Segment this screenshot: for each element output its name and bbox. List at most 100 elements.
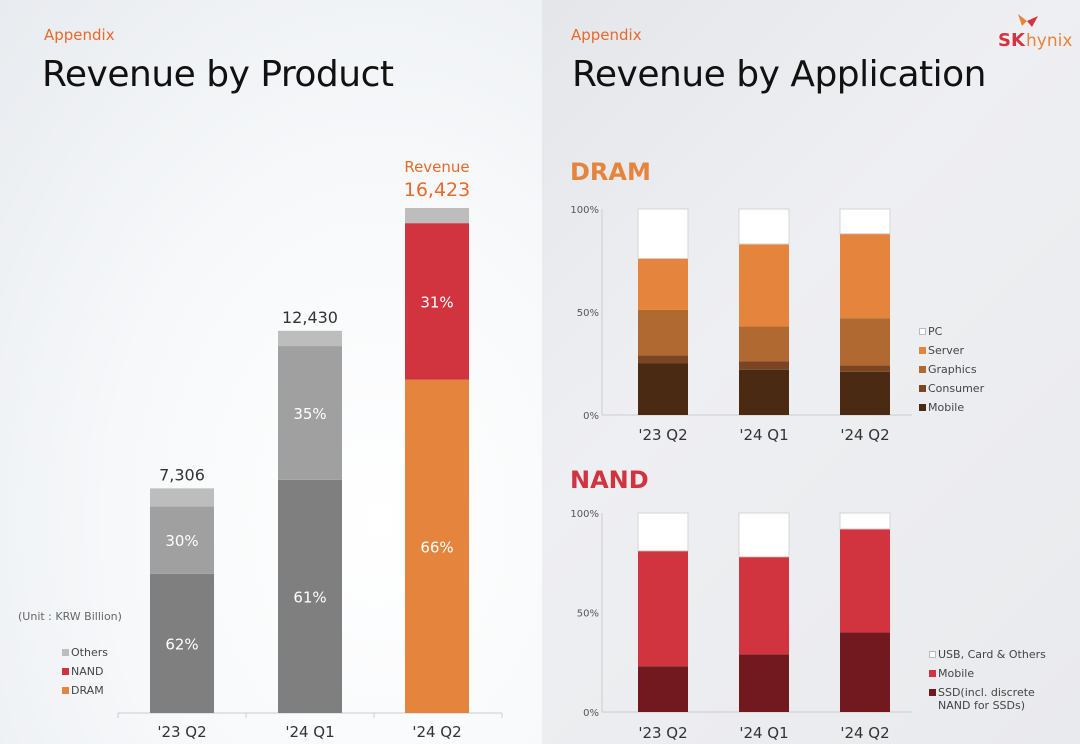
legend-swatch (62, 687, 69, 694)
logo-hynix: hynix (1026, 31, 1073, 51)
dram-legend: PC Server Graphics Consumer Mobile (919, 325, 984, 420)
bar-label: 62% (165, 635, 198, 653)
x-tick-label: '24 Q1 (285, 723, 334, 741)
application-revenue-charts: 0% 50% 100% '23 Q2 '24 Q1 '24 Q2 0% 50% 100% '23 … (570, 205, 912, 742)
dram-bar-graphics-24-q2 (840, 318, 890, 366)
bar-dram-23-q2 (150, 573, 214, 713)
logo-sk: SK (998, 30, 1025, 51)
nand-bar-usb-card-others-24-q2 (839, 512, 891, 530)
legend-item-others: Others (62, 646, 108, 659)
nand-bar-ssd-incl-discrete-nand-for-ssds-23-q2 (638, 666, 688, 712)
legend-item-ssd-incl-discrete-nand-for-ssds: SSD(incl. discrete NAND for SSDs) (929, 686, 1069, 712)
dram-x-tick-label: '23 Q2 (638, 426, 687, 444)
dram-bar-consumer-23-q2 (638, 355, 688, 364)
nand-bar-mobile-23-q2 (638, 550, 688, 667)
dram-bar-mobile-24-q1 (739, 369, 789, 415)
dram-bar-graphics-24-q1 (739, 326, 789, 362)
dram-bar-graphics-23-q2 (638, 309, 688, 356)
legend-item-nand: NAND (62, 665, 108, 678)
appendix-label: Appendix (44, 26, 115, 44)
nand-bar-ssd-incl-discrete-nand-for-ssds-24-q1 (739, 654, 789, 712)
bar-label: 66% (420, 538, 453, 556)
x-tick-label: '23 Q2 (157, 723, 206, 741)
dram-bar-consumer-24-q2 (840, 365, 890, 372)
legend-label: Others (71, 646, 108, 659)
legend-item-mobile: Mobile (919, 401, 984, 414)
legend-label: SSD(incl. discrete NAND for SSDs) (938, 686, 1035, 712)
product-revenue-chart: 62% 30% 7,306 '23 Q2 61% 35% 12,430 '24 Q1 66% 31… (117, 158, 503, 741)
bar-dram-24-q2 (405, 379, 469, 713)
nand-section-title: NAND (570, 466, 649, 494)
legend-swatch (929, 670, 936, 677)
bar-nand-24-q1 (278, 346, 342, 480)
legend-label: Server (928, 344, 965, 357)
dram-bar-mobile-23-q2 (638, 363, 688, 415)
bar-others-24-q1 (278, 330, 342, 347)
nand-bar-ssd-incl-discrete-nand-for-ssds-24-q2 (840, 632, 890, 712)
bar-label: 31% (420, 293, 453, 311)
bar-label: 61% (293, 588, 326, 606)
legend-item-usb-card-others: USB, Card & Others (929, 648, 1069, 661)
bar-others-24-q2 (405, 208, 469, 224)
nand-x-tick-label: '24 Q2 (840, 724, 889, 742)
bar-dram-24-q1 (278, 479, 342, 713)
unit-label: (Unit : KRW Billion) (18, 610, 122, 623)
bar-nand-23-q2 (150, 506, 214, 574)
legend-swatch (919, 404, 926, 411)
legend-item-dram: DRAM (62, 684, 108, 697)
legend-label: NAND (71, 665, 104, 678)
total-label: 16,423 (404, 179, 470, 201)
legend-item-pc: PC (919, 325, 984, 338)
revenue-by-application-panel: Appendix Revenue by Application SK hynix… (542, 0, 1080, 744)
legend-label: Graphics (928, 363, 977, 376)
dram-y-tick-label: 50% (577, 308, 599, 319)
revenue-label: Revenue (404, 158, 469, 176)
nand-x-tick-label: '24 Q1 (739, 724, 788, 742)
nand-bar-usb-card-others-24-q1 (738, 512, 790, 558)
legend-item-graphics: Graphics (919, 363, 984, 376)
page-title: Revenue by Product (42, 54, 394, 95)
revenue-by-product-panel: Appendix Revenue by Product 62% 30% 7,306 '… (0, 0, 542, 744)
nand-legend: USB, Card & Others Mobile SSD(incl. discre… (929, 648, 1069, 718)
dram-bar-pc-23-q2 (637, 208, 689, 259)
nand-x-tick-label: '23 Q2 (638, 724, 687, 742)
legend-label: Mobile (928, 401, 965, 414)
butterfly-icon (1018, 14, 1038, 27)
legend-swatch (919, 347, 926, 354)
nand-bar-mobile-24-q1 (739, 556, 789, 655)
nand-y-tick-label: 100% (570, 509, 599, 520)
total-label: 7,306 (159, 465, 205, 484)
dram-bar-server-23-q2 (638, 258, 688, 310)
nand-bar-usb-card-others-23-q2 (637, 512, 689, 552)
legend-swatch (62, 668, 69, 675)
product-legend: Others NAND DRAM (62, 646, 108, 703)
legend-swatch (62, 649, 69, 656)
dram-x-tick-label: '24 Q2 (840, 426, 889, 444)
total-label: 12,430 (282, 308, 338, 327)
bar-label: 30% (165, 532, 198, 550)
legend-swatch (929, 689, 936, 696)
dram-section-title: DRAM (570, 158, 651, 186)
legend-label: USB, Card & Others (938, 648, 1046, 661)
legend-label: DRAM (71, 684, 104, 697)
dram-bar-server-24-q1 (739, 244, 789, 327)
dram-y-tick-label: 0% (583, 411, 599, 422)
dram-x-tick-label: '24 Q1 (739, 426, 788, 444)
page-title: Revenue by Application (572, 54, 986, 95)
legend-swatch (919, 385, 926, 392)
legend-label: PC (928, 325, 943, 338)
legend-swatch (929, 651, 936, 658)
legend-item-server: Server (919, 344, 984, 357)
nand-bar-mobile-24-q2 (840, 528, 890, 633)
appendix-label: Appendix (571, 26, 642, 44)
bar-others-23-q2 (150, 488, 214, 507)
x-tick-label: '24 Q2 (412, 723, 461, 741)
sk-hynix-logo: SK hynix (998, 12, 1073, 52)
bar-nand-24-q2 (405, 223, 469, 380)
legend-label: Consumer (928, 382, 985, 395)
dram-bar-pc-24-q1 (738, 208, 790, 245)
bar-label: 35% (293, 405, 326, 423)
legend-label: Mobile (938, 667, 975, 680)
nand-y-tick-label: 50% (577, 609, 599, 620)
dram-bar-mobile-24-q2 (840, 371, 890, 415)
